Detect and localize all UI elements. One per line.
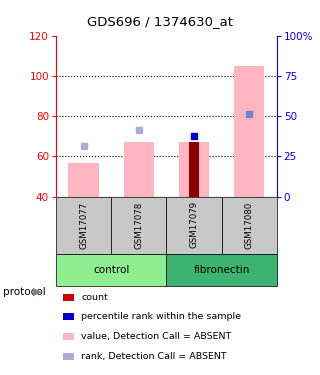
Text: GSM17078: GSM17078 [134,201,143,249]
Bar [68,162,99,197]
Text: ▶: ▶ [33,287,41,297]
Bar [111,197,166,254]
Bar [166,254,277,286]
Text: protocol: protocol [3,287,46,297]
Text: GSM17079: GSM17079 [189,201,198,249]
Bar [56,197,111,254]
Text: GSM17080: GSM17080 [245,201,254,249]
Text: GDS696 / 1374630_at: GDS696 / 1374630_at [87,15,233,28]
Text: fibronectin: fibronectin [193,265,250,275]
Text: value, Detection Call = ABSENT: value, Detection Call = ABSENT [81,332,232,341]
Bar [124,142,154,197]
Bar [63,294,74,301]
Bar [63,353,74,360]
Text: GSM17077: GSM17077 [79,201,88,249]
Bar [63,333,74,340]
Text: count: count [81,293,108,302]
Bar [166,197,222,254]
Bar [179,142,209,197]
Bar [56,254,166,286]
Bar [189,142,198,197]
Text: percentile rank within the sample: percentile rank within the sample [81,312,241,321]
Bar [234,66,264,197]
Text: rank, Detection Call = ABSENT: rank, Detection Call = ABSENT [81,352,227,362]
Text: control: control [93,265,129,275]
Bar [63,313,74,320]
Bar [222,197,277,254]
